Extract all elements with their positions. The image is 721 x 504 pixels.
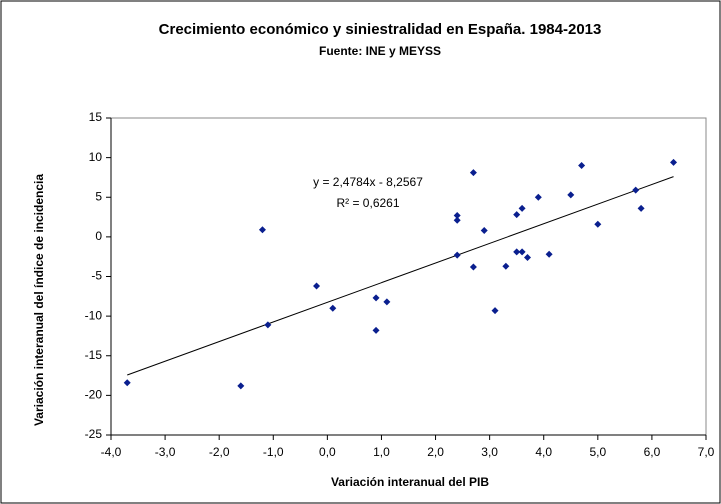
point <box>513 248 521 256</box>
y-tick-label: -15 <box>85 348 103 362</box>
point <box>453 211 461 219</box>
y-tick-label: 15 <box>89 110 103 124</box>
point <box>524 253 531 261</box>
x-tick-label: -1,0 <box>263 445 284 459</box>
point <box>545 250 553 258</box>
point <box>518 204 526 212</box>
point <box>313 282 321 290</box>
point <box>237 382 245 390</box>
point <box>453 251 461 259</box>
y-tick-label: 10 <box>89 150 103 164</box>
point <box>469 263 477 271</box>
point <box>637 204 645 212</box>
y-tick-label: -5 <box>91 269 102 283</box>
point <box>329 304 337 312</box>
point <box>469 169 477 177</box>
point <box>264 321 272 329</box>
x-tick-label: -4,0 <box>101 445 122 459</box>
trendline <box>127 176 674 376</box>
y-axis-label: Variación interanual del índice de incid… <box>32 174 46 426</box>
y-tick-label: 5 <box>95 189 102 203</box>
point <box>518 248 526 256</box>
y-tick-label: -20 <box>85 388 103 402</box>
point <box>513 211 521 219</box>
point <box>453 216 461 224</box>
trendline-r2: R² = 0,6261 <box>336 196 399 210</box>
point <box>123 379 131 387</box>
chart-title: Crecimiento económico y siniestralidad e… <box>159 21 602 38</box>
point <box>632 186 640 194</box>
x-tick-label: 1,0 <box>373 445 390 459</box>
x-tick-label: 4,0 <box>535 445 552 459</box>
y-tick-label: -25 <box>85 427 103 441</box>
x-tick-label: 7,0 <box>698 445 715 459</box>
point <box>383 298 391 306</box>
point <box>670 158 678 166</box>
point <box>594 220 602 228</box>
x-tick-label: 2,0 <box>427 445 444 459</box>
point <box>480 227 488 235</box>
point <box>491 307 499 315</box>
x-axis-label: Variación interanual del PIB <box>331 475 489 489</box>
x-tick-label: -3,0 <box>155 445 176 459</box>
point <box>578 162 586 170</box>
x-tick-label: 5,0 <box>589 445 606 459</box>
y-tick-label: 0 <box>95 229 102 243</box>
point <box>372 326 380 334</box>
y-tick-label: -10 <box>85 308 103 322</box>
point <box>258 226 266 234</box>
point <box>372 294 380 302</box>
trendline-equation: y = 2,4784x - 8,2567 <box>313 175 423 189</box>
point <box>534 193 542 201</box>
point <box>567 191 575 199</box>
x-tick-label: 0,0 <box>319 445 336 459</box>
chart-subtitle: Fuente: INE y MEYSS <box>319 44 441 58</box>
x-tick-label: -2,0 <box>209 445 230 459</box>
x-tick-label: 3,0 <box>481 445 498 459</box>
x-tick-label: 6,0 <box>644 445 661 459</box>
point <box>502 262 510 270</box>
